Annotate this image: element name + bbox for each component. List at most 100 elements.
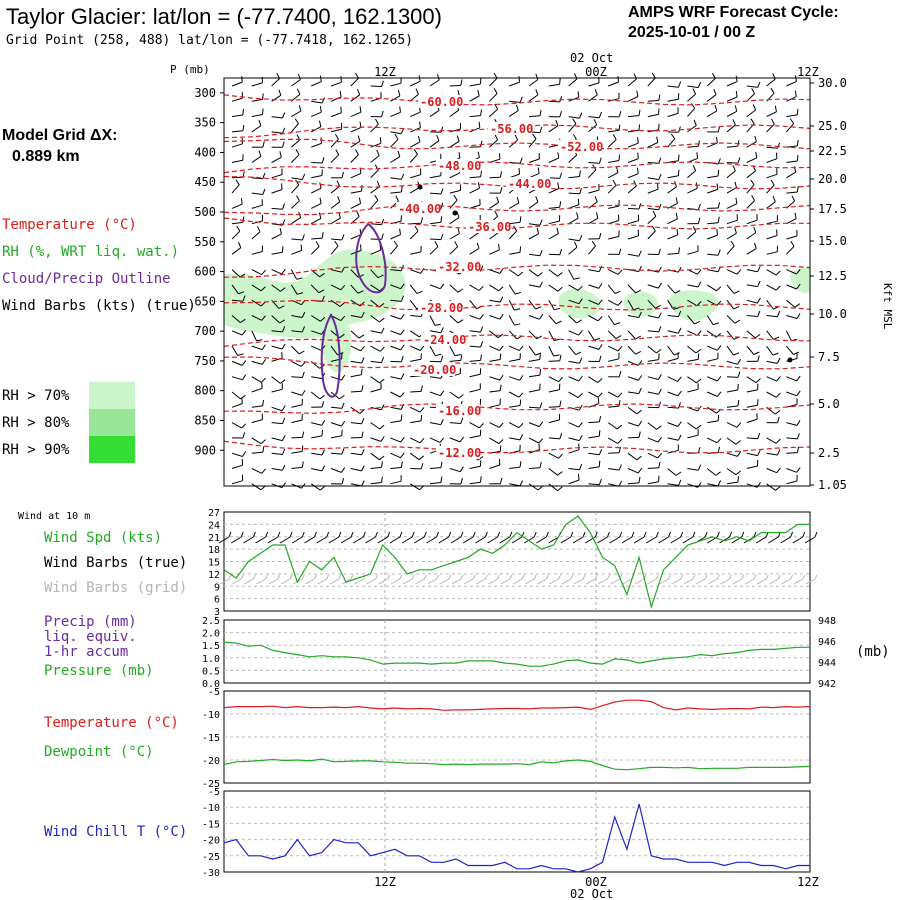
legend-wind-barbs: Wind Barbs (kts) (true) <box>2 298 196 314</box>
wind-barb <box>548 125 559 133</box>
wind-barb-flag <box>358 334 365 339</box>
wind-barb <box>548 419 560 424</box>
wind-barb-flag <box>499 374 504 381</box>
height-tick-label: 1.05 <box>818 478 847 492</box>
wind-barb <box>707 420 719 424</box>
wind-barb-flag <box>578 375 583 382</box>
wind-barb-flag <box>734 319 741 324</box>
wind-barb-flag <box>262 446 265 453</box>
wind-barb <box>390 315 401 320</box>
wind-barb-flag <box>315 241 320 247</box>
wind-barb <box>251 251 263 255</box>
wind-barb <box>687 187 698 194</box>
wind-barb-flag <box>236 225 241 232</box>
wind-barb <box>627 235 639 240</box>
wind-barb-flag <box>262 399 264 406</box>
wind-barb <box>231 391 241 400</box>
wind-barb <box>568 284 579 291</box>
wind-barb <box>409 483 420 491</box>
wind-barb <box>687 93 696 102</box>
wind-barb-flag <box>262 188 266 195</box>
wind-barb-flag <box>674 290 681 294</box>
wind-barb <box>706 78 716 87</box>
wind-barb <box>726 345 734 356</box>
legend-cloud-outline: Cloud/Precip Outline <box>2 271 171 287</box>
wind-barb-flag <box>678 402 681 409</box>
wind-barb-flag <box>499 171 503 178</box>
wind-barb-flag <box>539 281 543 288</box>
wind-barb-flag <box>498 286 504 292</box>
wind-barb <box>548 437 560 440</box>
grid-barb <box>329 578 340 585</box>
wind-barb-flag <box>793 351 800 355</box>
isotherm-label-bg <box>436 446 480 459</box>
wind-barb <box>528 345 536 356</box>
wind-barb <box>390 467 402 469</box>
wind-barb <box>687 345 697 354</box>
wind-barb-flag <box>262 172 266 179</box>
wind-barb <box>370 269 379 279</box>
wind-barb-flag <box>242 216 245 223</box>
true-barb <box>755 536 767 544</box>
wind-barb <box>667 468 677 476</box>
wind-barb-flag <box>377 274 384 279</box>
wind-barb-flag <box>572 118 577 124</box>
wind-barb-flag <box>518 76 520 83</box>
wind-barb <box>291 450 303 454</box>
wind-barb-flag <box>400 437 405 443</box>
y-tick-label: 1.5 <box>202 641 220 652</box>
wind-barb-flag <box>379 317 385 323</box>
wind-barb <box>627 315 639 318</box>
wind-barb-flag <box>658 123 660 130</box>
pressure-tick-label: 600 <box>194 265 216 279</box>
wind-barb-flag <box>400 313 405 320</box>
wind-barb <box>766 111 777 118</box>
wind-barb <box>548 269 558 277</box>
wind-barb-flag <box>519 246 522 253</box>
wind-barb <box>707 188 718 194</box>
wind-barb <box>548 220 560 225</box>
true-barb-flag <box>545 531 549 538</box>
wind-barb <box>271 406 283 412</box>
wind-barb-flag <box>281 482 286 488</box>
wind-barb-flag <box>296 277 303 280</box>
true-barb <box>658 536 669 544</box>
wind-barb-flag <box>241 360 247 366</box>
wind-barb-flag <box>499 477 503 484</box>
wind-barb-flag <box>558 453 563 459</box>
wind-barb <box>469 435 481 439</box>
wind-barb-flag <box>335 149 340 155</box>
wind-barb <box>291 315 303 318</box>
wind-barb <box>786 123 795 133</box>
wind-barb-flag <box>260 377 266 383</box>
wind-barb-flag <box>539 109 542 116</box>
true-barb-flag <box>704 531 708 538</box>
wind-barb-flag <box>341 448 345 455</box>
wind-chill-series <box>223 803 810 873</box>
wind-barb-flag <box>692 226 697 233</box>
wind-barb-flag <box>281 464 286 471</box>
wind-barb-flag <box>519 157 523 164</box>
wind-barb <box>786 145 798 148</box>
wind-barb-flag <box>578 298 583 304</box>
grid-barb-flag <box>594 574 598 580</box>
wind-barb <box>607 437 618 444</box>
wind-barb <box>786 80 797 87</box>
wind-barb <box>746 404 758 408</box>
wind-barb-flag <box>458 394 464 399</box>
wind-barb <box>489 404 501 408</box>
wind-barb-flag <box>636 455 642 461</box>
wind-barb <box>310 483 321 491</box>
wind-barb-flag <box>677 421 682 427</box>
wind-barb <box>251 330 257 342</box>
true-barb-flag <box>753 531 757 538</box>
wind-barb <box>627 185 637 194</box>
wind-barb <box>746 269 758 273</box>
wind-barb <box>627 330 636 340</box>
wind-barb-flag <box>559 248 563 255</box>
wind-barb-flag <box>656 136 659 143</box>
y-tick-label: -20 <box>202 756 220 767</box>
wind-barb-flag <box>374 194 379 201</box>
wind-barb <box>627 96 639 102</box>
marker-dot <box>452 210 458 216</box>
